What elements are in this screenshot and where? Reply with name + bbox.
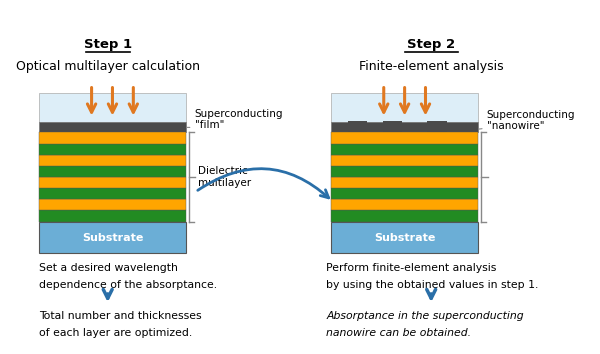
- Bar: [331, 166, 478, 177]
- Text: Perform finite-element analysis: Perform finite-element analysis: [326, 263, 497, 273]
- Bar: [331, 93, 478, 122]
- Bar: [331, 143, 478, 155]
- Bar: [39, 211, 186, 222]
- Bar: [427, 121, 446, 132]
- Bar: [331, 177, 478, 188]
- Text: Superconducting
"film": Superconducting "film": [194, 109, 283, 130]
- Bar: [39, 188, 186, 199]
- Bar: [331, 132, 478, 143]
- Bar: [39, 199, 186, 211]
- Text: Step 1: Step 1: [83, 38, 132, 51]
- Text: Dielectric
multilayer: Dielectric multilayer: [199, 166, 251, 188]
- Bar: [331, 222, 478, 253]
- Text: Substrate: Substrate: [82, 233, 143, 242]
- Text: Optical multilayer calculation: Optical multilayer calculation: [16, 60, 200, 73]
- Bar: [39, 143, 186, 155]
- Bar: [331, 122, 478, 132]
- Bar: [331, 155, 478, 166]
- Bar: [39, 166, 186, 177]
- Text: Absorptance in the superconducting: Absorptance in the superconducting: [326, 311, 524, 321]
- Text: Step 2: Step 2: [407, 38, 455, 51]
- Text: dependence of the absorptance.: dependence of the absorptance.: [39, 280, 217, 290]
- Bar: [39, 93, 186, 122]
- Bar: [331, 211, 478, 222]
- Bar: [348, 121, 367, 132]
- Text: of each layer are optimized.: of each layer are optimized.: [39, 328, 192, 338]
- Bar: [39, 155, 186, 166]
- Bar: [39, 122, 186, 132]
- Bar: [39, 132, 186, 143]
- Bar: [39, 222, 186, 253]
- Text: Finite-element analysis: Finite-element analysis: [359, 60, 503, 73]
- Bar: [331, 188, 478, 199]
- Text: Superconducting
"nanowire": Superconducting "nanowire": [487, 110, 575, 131]
- Text: by using the obtained values in step 1.: by using the obtained values in step 1.: [326, 280, 539, 290]
- Text: nanowire can be obtained.: nanowire can be obtained.: [326, 328, 472, 338]
- Text: Set a desired wavelength: Set a desired wavelength: [39, 263, 178, 273]
- Text: Substrate: Substrate: [374, 233, 436, 242]
- Bar: [383, 121, 403, 132]
- Text: Total number and thicknesses: Total number and thicknesses: [39, 311, 202, 321]
- Bar: [331, 199, 478, 211]
- Bar: [39, 177, 186, 188]
